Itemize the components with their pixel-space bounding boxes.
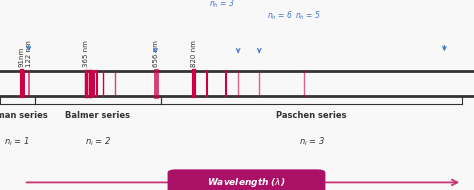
Text: Lyman series: Lyman series [0,111,48,120]
Text: Wavelength ($\lambda$): Wavelength ($\lambda$) [207,176,286,189]
Text: 122 nm: 122 nm [26,41,32,67]
Text: $n_h$ = 3: $n_h$ = 3 [209,0,235,10]
Text: 365 nm: 365 nm [83,41,90,67]
Text: $n_i$ = 3: $n_i$ = 3 [299,136,325,148]
Text: $n_i$ = 1: $n_i$ = 1 [4,136,30,148]
Text: 656 nm: 656 nm [153,41,158,67]
Text: 820 nm: 820 nm [191,41,198,67]
Text: $n_h$ = 6: $n_h$ = 6 [266,9,293,22]
Text: Paschen series: Paschen series [276,111,347,120]
Text: Balmer series: Balmer series [65,111,130,120]
Text: $n_i$ = 2: $n_i$ = 2 [85,136,111,148]
Text: $n_h$ = 5: $n_h$ = 5 [295,9,321,22]
FancyBboxPatch shape [168,170,325,190]
Text: 91nm: 91nm [18,47,25,67]
